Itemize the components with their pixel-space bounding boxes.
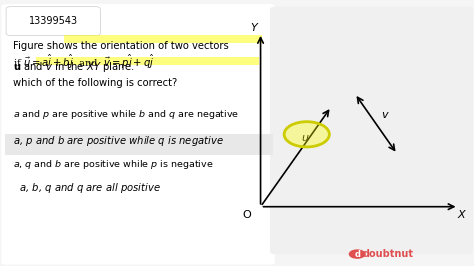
Circle shape (349, 249, 365, 259)
Text: d: d (354, 250, 360, 259)
FancyBboxPatch shape (1, 4, 275, 265)
Text: $a$ and $p$ are positive while $b$ and $q$ are negative: $a$ and $p$ are positive while $b$ and $… (13, 108, 239, 121)
FancyBboxPatch shape (5, 134, 273, 155)
Text: O: O (242, 210, 251, 220)
Circle shape (284, 122, 329, 147)
Text: $\mathbf{u}$ and $\mathit{v}$ in the $\mathit{XY}$ plane.: $\mathbf{u}$ and $\mathit{v}$ in the $\m… (13, 60, 135, 74)
Text: $v$: $v$ (381, 110, 390, 120)
Text: 13399543: 13399543 (28, 16, 78, 26)
Text: if $\vec{u} = a\hat{i} + b\hat{j}$  and  $\vec{v} = p\hat{i} + q\hat{j}$: if $\vec{u} = a\hat{i} + b\hat{j}$ and $… (13, 53, 155, 71)
Text: $a$, $q$ and $b$ are positive while $p$ is negative: $a$, $q$ and $b$ are positive while $p$ … (13, 158, 214, 171)
Text: $a$, $b$, $q$ and $q$ are all positive: $a$, $b$, $q$ and $q$ are all positive (13, 181, 161, 195)
FancyBboxPatch shape (36, 57, 259, 65)
FancyBboxPatch shape (64, 35, 262, 43)
Text: $a$, $p$ and $b$ are positive while $q$ is negative: $a$, $p$ and $b$ are positive while $q$ … (13, 134, 224, 148)
Text: which of the following is correct?: which of the following is correct? (13, 78, 177, 88)
FancyBboxPatch shape (270, 7, 473, 254)
Text: doubtnut: doubtnut (362, 249, 413, 259)
FancyBboxPatch shape (6, 7, 100, 36)
Text: Figure shows the orientation of two vectors: Figure shows the orientation of two vect… (13, 41, 229, 51)
Text: Y: Y (250, 23, 257, 33)
Text: X: X (457, 210, 465, 220)
Text: $u$: $u$ (301, 133, 310, 143)
